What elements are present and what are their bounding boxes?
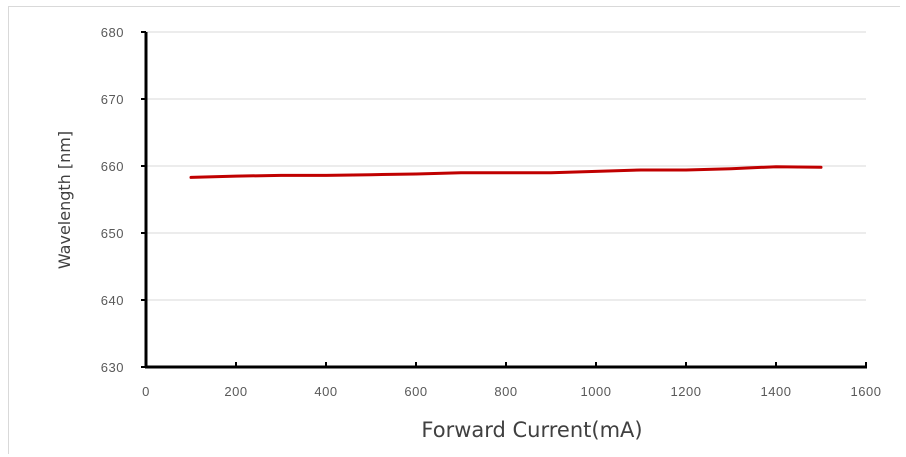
x-tick-label-200: 200 (224, 384, 247, 399)
y-tick-label-640: 640 (101, 293, 124, 308)
y-tick-label-630: 630 (101, 360, 124, 375)
gridlines (146, 31, 866, 301)
x-tick-label-800: 800 (494, 384, 517, 399)
x-tick-label-1400: 1400 (761, 384, 792, 399)
series-line-0 (189, 165, 823, 179)
x-tick-label-1200: 1200 (671, 384, 702, 399)
tick-labels: 630 640 650 660 670 680 0 200 400 600 800 1000 1200 1… (101, 25, 882, 399)
y-axis-label: Wavelength [nm] (55, 131, 74, 269)
x-tick-label-600: 600 (404, 384, 427, 399)
y-tick-label-650: 650 (101, 226, 124, 241)
chart-frame (8, 6, 900, 454)
y-tick-label-660: 660 (101, 159, 124, 174)
axes (141, 31, 867, 369)
x-tick-label-400: 400 (314, 384, 337, 399)
x-tick-label-1600: 1600 (851, 384, 882, 399)
series-layer (189, 165, 823, 179)
x-tick-label-0: 0 (142, 384, 150, 399)
x-axis-label: Forward Current(mA) (421, 418, 642, 442)
x-tick-label-1000: 1000 (581, 384, 612, 399)
y-tick-label-680: 680 (101, 25, 124, 40)
y-tick-label-670: 670 (101, 92, 124, 107)
